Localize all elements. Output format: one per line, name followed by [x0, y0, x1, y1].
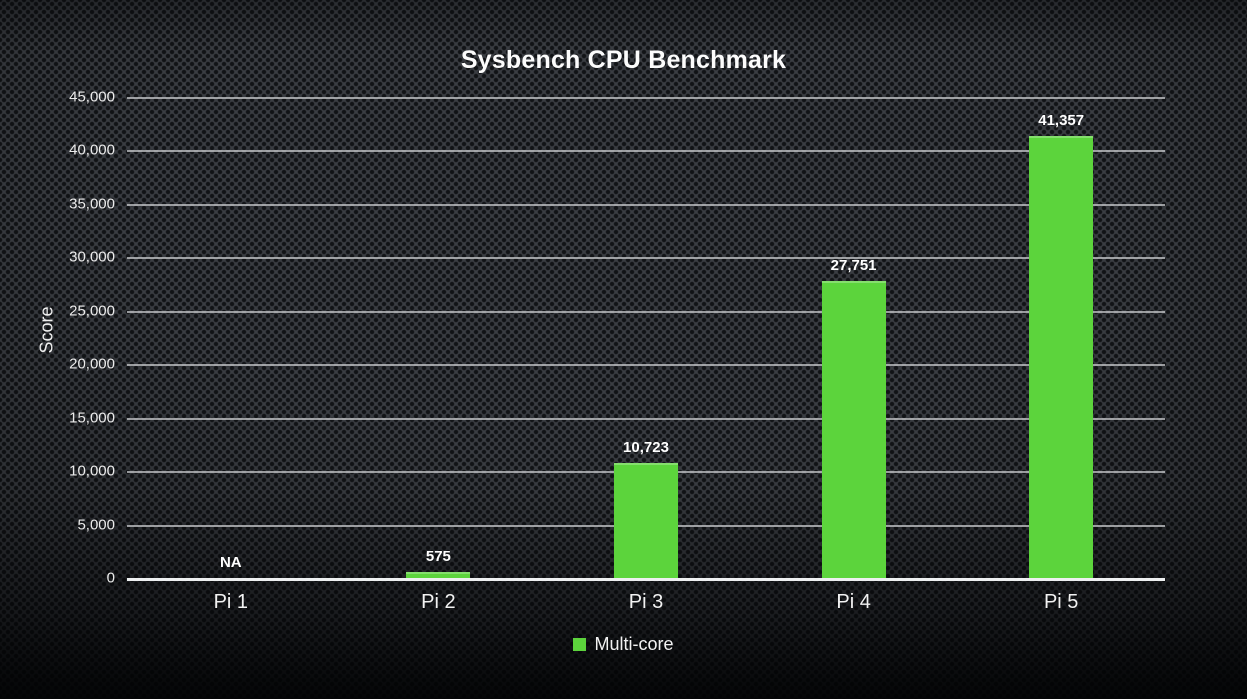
y-tick-label: 35,000 [69, 195, 115, 213]
gridline [127, 364, 1165, 367]
x-tick-label: Pi 4 [836, 591, 871, 613]
y-tick-label: 30,000 [69, 248, 115, 266]
x-tick-label: Pi 5 [1043, 591, 1079, 613]
y-tick-label: 15,000 [69, 409, 115, 427]
legend: Multi-core [0, 634, 1247, 655]
y-tick-label: 20,000 [69, 355, 115, 373]
y-axis-label: Score [36, 306, 57, 354]
x-tick-label: Pi 1 [213, 591, 249, 613]
x-tick-label: Pi 2 [421, 591, 456, 613]
gridline [127, 150, 1165, 153]
y-tick-label: 25,000 [69, 302, 115, 320]
bar-pi-5 [1029, 135, 1094, 578]
chart-title: Sysbench CPU Benchmark [460, 46, 787, 74]
legend-label: Multi-core [594, 634, 674, 654]
y-tick-label: 10,000 [69, 462, 115, 480]
gridline [127, 310, 1165, 313]
y-tick-label: 40,000 [69, 141, 115, 159]
y-tick-label: 5,000 [77, 516, 115, 534]
bar-value-label: NA [219, 554, 242, 571]
bar-pi-4 [821, 281, 886, 578]
x-tick-label: Pi 3 [628, 591, 664, 613]
x-axis-line [127, 578, 1165, 581]
y-tick-label: 0 [106, 569, 115, 587]
bar-pi-3 [614, 463, 678, 578]
gridline [127, 417, 1165, 420]
gridline [127, 97, 1165, 99]
bar-value-label: 575 [425, 547, 451, 565]
y-tick-label: 45,000 [69, 88, 115, 106]
gridline [127, 257, 1165, 260]
bar-value-label: 10,723 [623, 439, 669, 457]
legend-swatch-icon [573, 638, 587, 651]
gridline [127, 203, 1165, 206]
plot-area: 0 5,000 10,000 15,000 20,000 25,000 30,000 35,0… [69, 89, 1165, 613]
bar-pi-2 [406, 571, 471, 578]
bar-value-label: 27,751 [830, 257, 877, 275]
bar-value-label: 41,357 [1038, 111, 1085, 129]
